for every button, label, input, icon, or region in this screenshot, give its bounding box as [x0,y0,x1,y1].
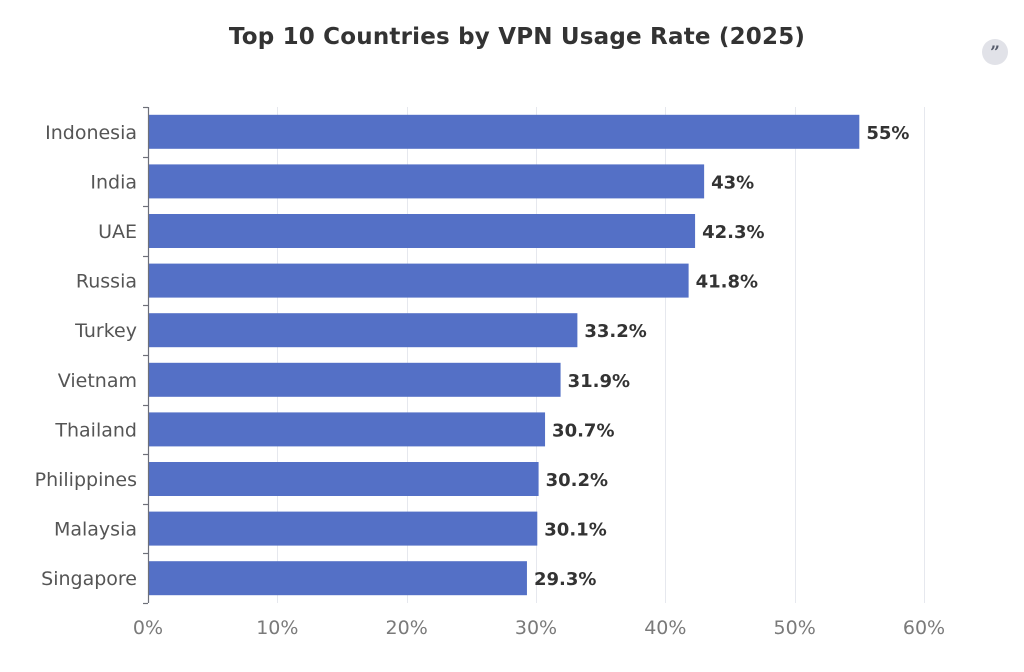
category-label: India [90,171,137,193]
bar [148,362,561,397]
bar [148,462,539,496]
category-label: Thailand [54,419,137,441]
data-label: 30.1% [544,520,606,541]
data-label: 30.7% [552,420,614,441]
x-tick-label: 10% [256,617,298,639]
data-label: 31.9% [568,371,630,392]
bar [148,214,696,248]
bar [148,412,546,447]
data-label: 43% [711,172,754,193]
data-label: 33.2% [584,321,646,342]
bar [148,511,538,546]
x-tick-label: 20% [386,617,428,639]
x-tick-label: 40% [644,617,686,639]
bar [148,263,689,298]
x-tick-label: 0% [133,617,163,639]
category-label: Vietnam [58,370,137,392]
chart-title: Top 10 Countries by VPN Usage Rate (2025… [228,24,806,50]
quote-icon: ” [990,43,1000,63]
x-tick-label: 50% [774,617,816,639]
data-label: 29.3% [534,569,596,590]
category-label: Russia [76,271,137,293]
data-label: 55% [866,123,909,144]
category-label: Singapore [41,568,137,590]
category-label: Indonesia [45,122,137,144]
quote-button[interactable]: ” [982,39,1008,65]
x-tick-label: 30% [515,617,557,639]
category-label: Malaysia [54,519,137,541]
data-label: 30.2% [546,470,608,491]
bar [148,114,860,149]
category-label: Turkey [74,320,137,342]
category-label: Philippines [35,469,137,491]
bar [148,313,578,348]
bar [148,164,705,199]
x-tick-label: 60% [903,617,945,639]
category-label: UAE [98,221,137,243]
data-label: 42.3% [702,222,764,243]
data-label: 41.8% [696,272,758,293]
bar [148,561,527,596]
